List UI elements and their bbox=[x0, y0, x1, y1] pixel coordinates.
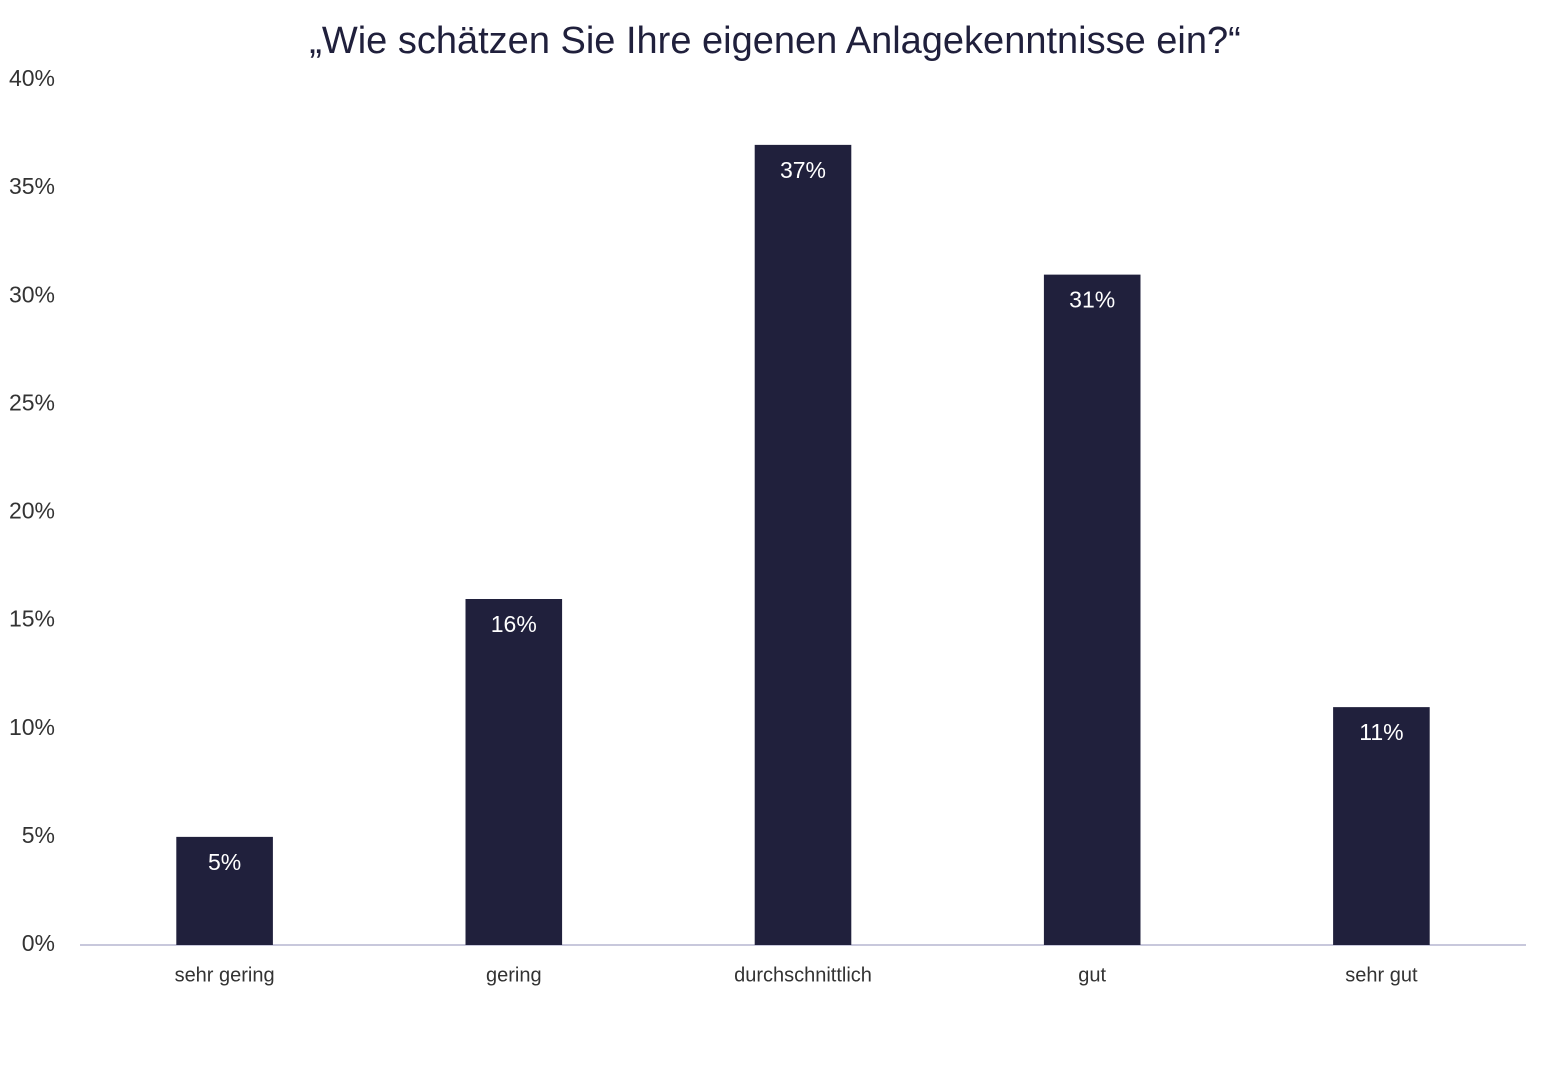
bar bbox=[176, 836, 273, 945]
y-tick-label: 35% bbox=[9, 173, 55, 199]
bar bbox=[465, 599, 563, 945]
y-tick-label: 0% bbox=[22, 930, 55, 956]
y-tick-label: 25% bbox=[9, 389, 55, 415]
bar bbox=[1043, 274, 1141, 945]
x-tick-label: gut bbox=[1078, 964, 1106, 986]
value-label: 31% bbox=[1069, 287, 1115, 313]
y-tick-label: 15% bbox=[9, 606, 55, 632]
y-tick-label: 40% bbox=[9, 65, 55, 91]
x-tick-label: gering bbox=[486, 964, 542, 986]
y-tick-label: 5% bbox=[22, 822, 55, 848]
x-tick-label: sehr gering bbox=[175, 964, 275, 986]
value-label: 37% bbox=[780, 157, 826, 183]
x-tick-label: durchschnittlich bbox=[734, 964, 872, 986]
x-tick-label: sehr gut bbox=[1345, 964, 1418, 986]
value-label: 11% bbox=[1359, 719, 1403, 745]
value-label: 16% bbox=[491, 611, 537, 637]
y-tick-label: 20% bbox=[9, 498, 55, 524]
y-tick-label: 10% bbox=[9, 714, 55, 740]
bar bbox=[754, 144, 852, 945]
y-tick-label: 30% bbox=[9, 281, 55, 307]
bar bbox=[1333, 707, 1430, 945]
chart-title: „Wie schätzen Sie Ihre eigenen Anlageken… bbox=[309, 20, 1241, 62]
value-label: 5% bbox=[208, 849, 241, 875]
